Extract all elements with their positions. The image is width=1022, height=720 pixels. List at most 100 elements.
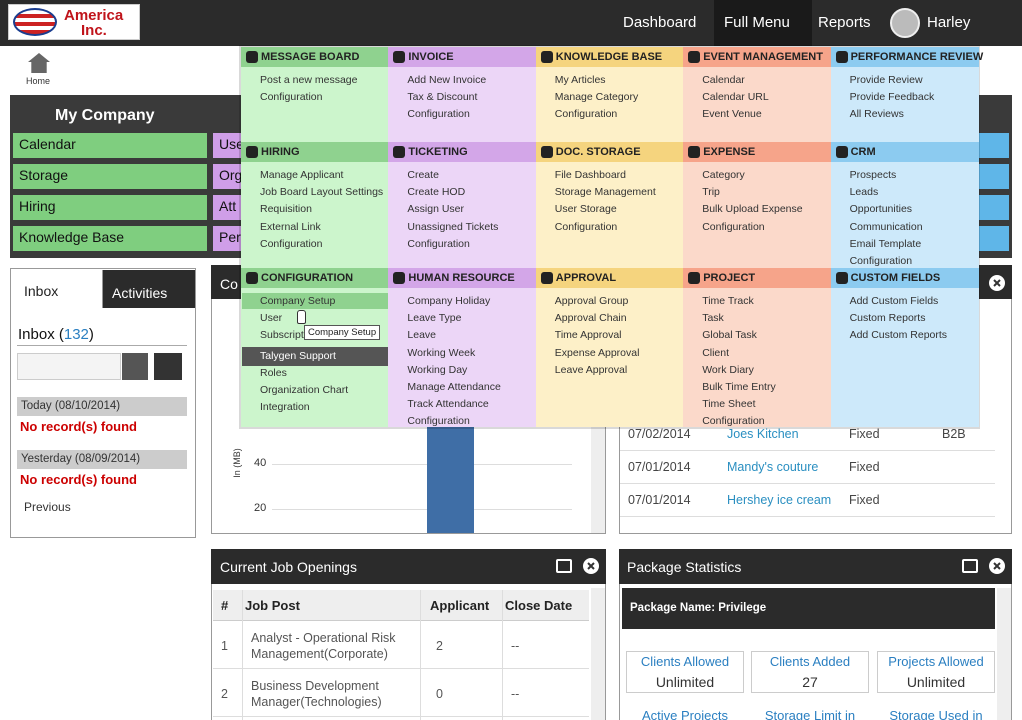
menu-item[interactable]: Approval Chain — [554, 312, 627, 325]
menu-item[interactable]: Provide Review — [849, 74, 923, 86]
client-link[interactable]: Hershey ice cream — [727, 493, 832, 507]
menu-section-title[interactable]: INVOICE — [388, 47, 537, 67]
tile[interactable]: Knowledge Base — [13, 226, 207, 251]
menu-item[interactable]: Manage Category — [554, 91, 639, 104]
menu-section-title[interactable]: HIRING — [241, 142, 389, 162]
menu-item[interactable]: Working Day — [407, 363, 468, 376]
menu-item[interactable]: Working Week — [407, 346, 476, 359]
home-label[interactable]: Home — [26, 76, 51, 86]
menu-item[interactable]: File Dashboard — [554, 169, 626, 181]
menu-section-title[interactable]: EVENT MANAGEMENT — [683, 47, 832, 67]
menu-section-title[interactable]: CUSTOM FIELDS — [830, 268, 979, 288]
menu-section-title[interactable]: HUMAN RESOURCE — [388, 268, 537, 288]
menu-item[interactable]: Approval Group — [554, 295, 629, 307]
close-icon[interactable] — [583, 558, 599, 574]
menu-item[interactable]: Configuration — [702, 220, 765, 233]
menu-item[interactable]: Bulk Time Entry — [702, 381, 776, 393]
tile[interactable] — [979, 164, 1009, 189]
menu-item[interactable]: Company Holiday — [407, 295, 491, 307]
menu-item[interactable]: Manage Applicant — [260, 169, 344, 181]
menu-section-title[interactable]: CRM — [830, 142, 979, 162]
menu-item[interactable]: Configuration — [702, 415, 765, 428]
home-icon[interactable] — [28, 53, 50, 73]
tile[interactable]: Calendar — [13, 133, 207, 158]
calendar-button[interactable] — [122, 353, 148, 380]
menu-item[interactable]: Prospects — [849, 169, 897, 181]
menu-item[interactable]: Communication — [849, 220, 923, 233]
menu-section-title[interactable]: DOC. STORAGE — [535, 142, 684, 162]
menu-item[interactable]: Configuration — [260, 91, 323, 104]
menu-item[interactable]: Global Task — [702, 329, 757, 342]
menu-item[interactable]: Integration — [260, 401, 310, 414]
menu-item[interactable]: Task — [702, 312, 724, 325]
menu-item[interactable]: Leave Approval — [554, 363, 628, 376]
menu-item[interactable]: Trip — [702, 186, 720, 199]
menu-item[interactable]: Custom Reports — [849, 312, 926, 325]
menu-item[interactable]: Client — [702, 346, 730, 359]
menu-item[interactable]: Email Template — [849, 237, 922, 250]
menu-item[interactable]: External Link — [260, 220, 321, 233]
close-icon[interactable] — [989, 558, 1005, 574]
menu-item[interactable]: Configuration — [260, 237, 323, 250]
search-input[interactable] — [17, 353, 121, 380]
close-icon[interactable] — [989, 275, 1005, 291]
menu-section-title[interactable]: CONFIGURATION — [241, 268, 389, 288]
menu-section-title[interactable]: MESSAGE BOARD — [241, 47, 389, 67]
tile[interactable] — [979, 226, 1009, 251]
menu-section-title[interactable]: PROJECT — [683, 268, 832, 288]
menu-item[interactable]: User Storage — [554, 203, 617, 216]
menu-item[interactable]: Organization Chart — [260, 384, 349, 396]
tile[interactable]: Hiring — [13, 195, 207, 220]
menu-item[interactable]: Manage Attendance — [407, 381, 501, 393]
menu-item[interactable]: Add New Invoice — [407, 74, 487, 86]
menu-item[interactable]: Tax & Discount — [407, 91, 478, 104]
menu-section-title[interactable]: PERFORMANCE REVIEW — [830, 47, 983, 67]
tab-label[interactable]: Activities — [112, 285, 168, 301]
menu-section-title[interactable]: TICKETING — [388, 142, 537, 162]
menu-section-title[interactable]: EXPENSE — [683, 142, 832, 162]
menu-item[interactable]: Create HOD — [407, 186, 466, 199]
menu-item[interactable]: Configuration — [407, 108, 470, 121]
nav-item[interactable]: Full Menu — [724, 14, 790, 31]
tab-label[interactable]: Inbox — [24, 283, 59, 299]
menu-item[interactable]: Storage Management — [554, 186, 656, 199]
menu-item[interactable]: Assign User — [407, 203, 464, 216]
expand-icon[interactable] — [962, 559, 978, 573]
menu-item[interactable]: Configuration — [554, 220, 618, 233]
tile[interactable] — [979, 133, 1009, 158]
menu-item[interactable]: Expense Approval — [554, 346, 640, 359]
menu-item[interactable]: Track Attendance — [407, 398, 489, 411]
menu-item[interactable]: Opportunities — [849, 203, 913, 216]
menu-item[interactable]: Leave — [407, 329, 436, 342]
menu-item[interactable]: All Reviews — [849, 108, 904, 121]
menu-item[interactable]: Roles — [260, 366, 287, 379]
menu-item[interactable]: Category — [702, 169, 745, 181]
menu-item[interactable]: Leave Type — [407, 312, 462, 325]
menu-item[interactable]: Add Custom Reports — [849, 329, 948, 342]
menu-item[interactable]: Unassigned Tickets — [407, 220, 499, 233]
menu-item[interactable]: Time Approval — [554, 329, 622, 342]
menu-item[interactable]: User — [260, 312, 283, 325]
menu-item[interactable]: Provide Feedback — [849, 91, 935, 104]
menu-item[interactable]: Configuration — [554, 108, 618, 121]
menu-item[interactable]: Job Board Layout Settings — [260, 186, 384, 199]
client-link[interactable]: Joes Kitchen — [727, 427, 799, 441]
avatar[interactable] — [890, 8, 920, 38]
menu-item[interactable]: Configuration — [407, 415, 470, 428]
menu-item[interactable]: Work Diary — [702, 363, 754, 376]
menu-section-title[interactable]: APPROVAL — [535, 268, 684, 288]
menu-section-title[interactable]: KNOWLEDGE BASE — [535, 47, 684, 67]
menu-item[interactable]: Calendar — [702, 74, 745, 86]
menu-item[interactable]: Time Sheet — [702, 398, 756, 411]
nav-item[interactable]: Reports — [818, 14, 871, 31]
previous-link[interactable]: Previous — [24, 500, 71, 514]
user-name[interactable]: Harley — [927, 14, 971, 31]
menu-item[interactable]: Leads — [849, 186, 879, 199]
menu-item[interactable]: Requisition — [260, 203, 312, 216]
menu-item[interactable]: Configuration — [849, 255, 913, 267]
menu-item[interactable]: Event Venue — [702, 108, 762, 121]
logo[interactable]: America Inc. — [8, 4, 140, 40]
menu-item[interactable]: Add Custom Fields — [849, 295, 939, 307]
menu-item[interactable]: Time Track — [702, 295, 754, 307]
menu-item[interactable]: Calendar URL — [702, 91, 769, 104]
